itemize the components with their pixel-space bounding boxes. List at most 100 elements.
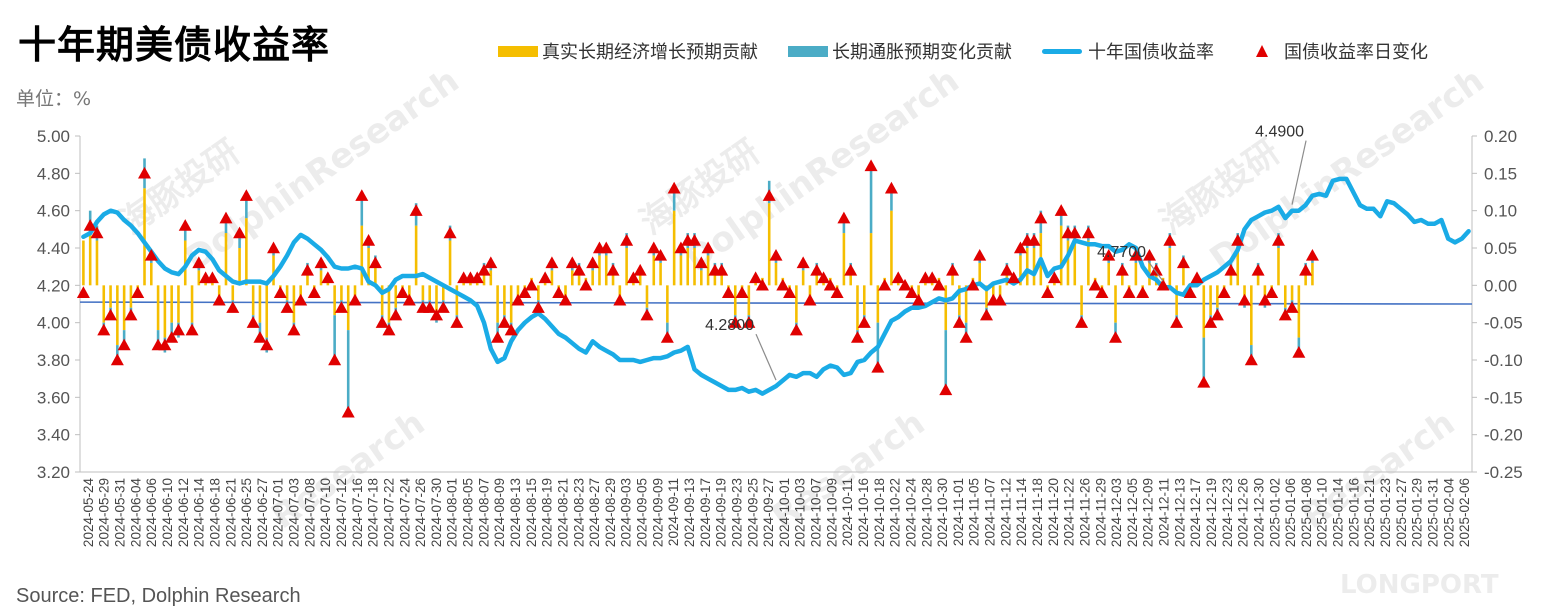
bar-real-growth	[1182, 262, 1185, 286]
daily-change-marker	[497, 316, 511, 328]
bar-real-growth	[1250, 285, 1253, 346]
daily-change-marker	[606, 263, 620, 276]
daily-change-marker	[90, 226, 104, 239]
x-tick-label: 2024-07-01	[271, 478, 286, 547]
bar-real-growth	[441, 285, 445, 301]
daily-change-marker	[1041, 286, 1055, 298]
bar-real-growth	[109, 285, 112, 308]
daily-change-marker	[389, 308, 403, 321]
daily-change-marker	[674, 241, 688, 254]
x-tick-label: 2024-12-05	[1125, 478, 1140, 547]
daily-change-marker	[253, 331, 267, 343]
bar-inflation	[869, 165, 873, 234]
daily-change-marker	[776, 278, 790, 291]
daily-change-marker	[491, 331, 505, 343]
daily-change-marker	[721, 286, 735, 298]
daily-change-marker	[715, 263, 729, 276]
daily-change-marker	[1122, 286, 1136, 298]
daily-change-marker	[124, 308, 138, 321]
y-left-tick-label: 4.80	[37, 164, 70, 183]
daily-change-marker	[762, 189, 776, 201]
x-tick-label: 2024-10-22	[888, 478, 903, 547]
x-tick-label: 2024-11-18	[1030, 478, 1045, 546]
x-tick-label: 2024-10-11	[840, 478, 855, 546]
bar-real-growth	[577, 270, 581, 286]
daily-change-marker	[110, 353, 124, 366]
daily-change-marker	[545, 256, 559, 269]
daily-change-marker	[1102, 248, 1116, 261]
bar-real-growth	[706, 255, 710, 286]
x-tick-label: 2024-05-29	[97, 478, 112, 547]
daily-change-marker	[654, 248, 668, 261]
bar-real-growth	[808, 285, 812, 301]
daily-change-marker	[1305, 248, 1319, 261]
daily-change-marker	[1251, 263, 1265, 276]
legend-label-yield: 十年国债收益率	[1088, 42, 1214, 63]
x-tick-label: 2024-12-30	[1251, 478, 1266, 547]
bar-real-growth	[1025, 248, 1029, 286]
bar-real-growth	[1216, 285, 1219, 308]
bar-real-growth	[659, 262, 662, 286]
daily-change-marker	[749, 271, 763, 284]
y-left-tick-label: 4.20	[37, 276, 70, 295]
bar-real-growth	[156, 285, 160, 331]
daily-change-marker	[83, 219, 97, 231]
bar-real-growth	[496, 285, 499, 323]
daily-change-marker	[158, 338, 172, 351]
daily-change-marker	[1258, 293, 1272, 306]
bar-real-growth	[869, 233, 873, 286]
bar-inflation	[890, 188, 893, 211]
daily-change-marker	[850, 331, 864, 343]
daily-change-marker	[280, 301, 294, 313]
daily-change-marker	[409, 204, 423, 216]
bar-inflation	[360, 195, 364, 226]
daily-change-marker	[219, 211, 233, 224]
daily-change-marker	[1163, 234, 1177, 246]
bar-real-growth	[611, 270, 615, 286]
x-tick-label: 2024-08-19	[540, 478, 555, 547]
bar-real-growth	[1290, 285, 1294, 301]
bar-real-growth	[767, 203, 771, 286]
x-tick-label: 2024-06-25	[239, 478, 254, 547]
x-tick-label: 2025-01-14	[1331, 478, 1346, 548]
x-tick-label: 2024-08-13	[508, 478, 523, 547]
bar-real-growth	[353, 285, 357, 301]
daily-change-marker	[552, 286, 566, 298]
daily-change-marker	[294, 293, 308, 306]
bar-inflation	[122, 330, 126, 346]
bar-real-growth	[733, 285, 737, 316]
bar-real-growth	[604, 255, 608, 286]
daily-change-marker	[1156, 278, 1170, 291]
bar-real-growth	[414, 225, 418, 286]
bar-real-growth	[509, 285, 513, 323]
legend-item-daily-change: 国债收益率日变化	[1244, 38, 1428, 64]
bar-real-growth	[1277, 248, 1280, 286]
daily-change-marker	[1149, 263, 1163, 276]
daily-change-marker	[348, 293, 362, 306]
bar-inflation	[346, 330, 350, 413]
bar-real-growth	[964, 285, 968, 323]
bar-real-growth	[679, 255, 683, 286]
legend-line-yield	[1042, 48, 1082, 54]
x-tick-label: 2024-05-31	[113, 478, 128, 547]
bar-real-growth	[652, 255, 656, 286]
x-tick-label: 2024-11-26	[1077, 478, 1092, 546]
x-tick-label: 2024-12-03	[1109, 478, 1124, 547]
bar-real-growth	[856, 285, 859, 331]
bar-real-growth	[951, 270, 954, 286]
x-tick-label: 2024-07-26	[413, 478, 428, 547]
x-tick-label: 2025-01-06	[1283, 478, 1298, 547]
bar-real-growth	[374, 262, 377, 286]
x-tick-label: 2024-11-01	[951, 478, 966, 546]
x-tick-label: 2024-11-22	[1062, 478, 1077, 546]
bar-real-growth	[720, 270, 723, 286]
daily-change-marker	[912, 293, 926, 306]
bar-real-growth	[340, 285, 343, 301]
daily-change-marker	[572, 263, 586, 276]
daily-change-marker	[925, 271, 939, 284]
bar-inflation	[258, 322, 262, 338]
bar-real-growth	[1304, 270, 1307, 286]
y-left-tick-label: 3.80	[37, 351, 70, 370]
daily-change-marker	[1007, 271, 1021, 284]
